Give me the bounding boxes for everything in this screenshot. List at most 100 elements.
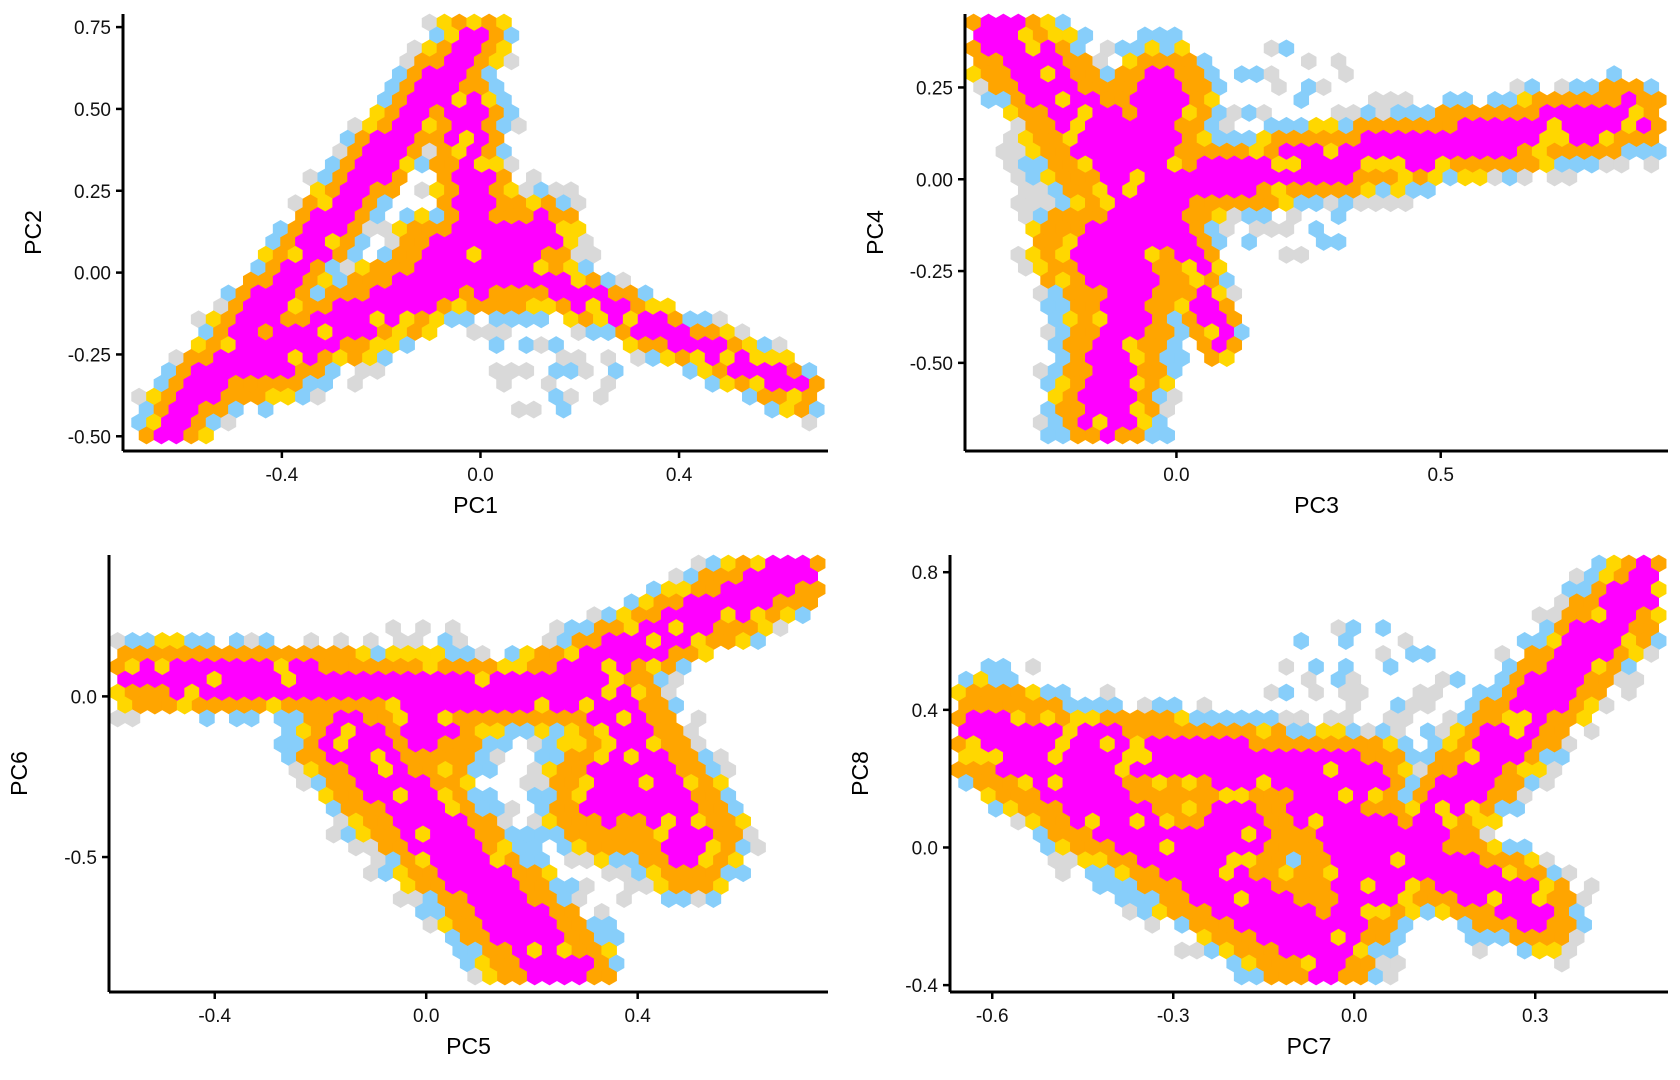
hexbin-high [1263, 812, 1280, 831]
hexbin-peak [1152, 78, 1168, 97]
hexbin-low [317, 168, 333, 187]
y-tick-label: 0.0 [912, 838, 938, 859]
hexbin-low [1569, 902, 1585, 921]
hexbin-peak [638, 619, 655, 638]
hexbin-low [675, 890, 692, 908]
hexbin-peak [1308, 142, 1324, 161]
hexbin-peak [333, 683, 349, 702]
hexbin-sparse [1010, 812, 1026, 831]
hexbin-high [347, 349, 363, 367]
hexbin-sparse [392, 632, 409, 650]
hexbin-sparse [474, 644, 491, 663]
hexbin-mid [1211, 258, 1228, 277]
hexbin-peak [1479, 722, 1496, 741]
y-tick-label: -0.25 [910, 262, 953, 283]
hexbin-high [556, 915, 573, 934]
hexbin-low [273, 735, 290, 754]
hexbin-peak [674, 323, 691, 342]
hexbin-high [1375, 799, 1391, 818]
hexbin-low [556, 632, 573, 650]
hexbin-mid [1308, 116, 1324, 135]
hexbin-peak [1315, 928, 1332, 947]
hexbin-peak [1137, 232, 1153, 251]
hexbin-high [363, 657, 379, 676]
hexbin-sparse [348, 838, 364, 857]
hexbin-mid [385, 696, 401, 715]
hexbin-peak [1367, 890, 1384, 908]
hexbin-high [489, 954, 506, 973]
hexbin-low [519, 851, 535, 870]
hexbin-mid [1204, 91, 1220, 109]
hexbin-low [728, 799, 744, 818]
hexbin-low [1360, 103, 1377, 122]
hexbin-peak [1420, 825, 1436, 844]
hexbin-peak [1241, 902, 1257, 921]
hexbin-peak [466, 168, 482, 187]
hexbin-peak [1219, 168, 1235, 187]
hexbin-peak [1099, 271, 1116, 290]
hexbin-high [1144, 323, 1161, 342]
hexbin-high [1144, 786, 1160, 805]
hexbin-mid [1390, 181, 1406, 200]
hexbin-high [1263, 941, 1280, 960]
hexbin-peak [1137, 799, 1153, 818]
hexbin-sparse [496, 323, 512, 342]
hexbin-peak [184, 657, 200, 676]
hexbin-peak [526, 967, 543, 986]
hexbin-high [772, 593, 789, 612]
hexbin-peak [1353, 915, 1369, 934]
hexbin-sparse [1576, 890, 1592, 908]
hexbin-mid [466, 13, 482, 32]
hexbin-high [399, 232, 415, 251]
hexbin-peak [399, 284, 415, 303]
hexbin-high [1003, 78, 1019, 97]
hexbin-peak [1107, 413, 1123, 432]
hexbin-peak [1472, 735, 1488, 754]
hexbin-peak [1472, 761, 1488, 779]
hexbin-peak [467, 890, 483, 908]
hexbin-mid [1516, 91, 1533, 109]
hexbin-peak [473, 258, 490, 277]
hexbin-high [1070, 65, 1086, 84]
hexbin-peak [1278, 941, 1295, 960]
hexbin-peak [1122, 310, 1138, 329]
hexbin-high [1137, 52, 1153, 71]
hexbin-high [482, 709, 498, 728]
hexbin-peak [1286, 902, 1302, 921]
hexbin-mid [713, 773, 729, 792]
hexbin-peak [683, 799, 699, 818]
hexbin-peak [452, 683, 468, 702]
hexbin-low [198, 323, 214, 342]
hexbin-peak [1248, 890, 1265, 908]
hexbin-peak [1427, 812, 1444, 831]
hexbin-low [1204, 220, 1220, 238]
hexbin-high [1345, 181, 1362, 200]
hexbin-high [1062, 361, 1079, 380]
hexbin-high [220, 387, 237, 406]
hexbin-peak [1211, 748, 1228, 767]
hexbin-peak [437, 864, 454, 883]
hexbin-high [1442, 116, 1459, 135]
hexbin-peak [1353, 864, 1369, 883]
hexbin-peak [1636, 580, 1652, 599]
hexbin-sparse [534, 773, 550, 792]
hexbin-high [147, 696, 163, 715]
hexbin-peak [392, 812, 409, 831]
hexbin-high [363, 709, 379, 728]
hexbin-high [1152, 52, 1168, 71]
hexbin-peak [1196, 851, 1213, 870]
hexbin-peak [1487, 761, 1503, 779]
hexbin-peak [1412, 812, 1429, 831]
hexbin-peak [1077, 799, 1093, 818]
hexbin-mid [570, 220, 587, 238]
hexbin-sparse [1263, 220, 1280, 238]
hexbin-mid [1241, 954, 1257, 973]
hexbin-sparse [1412, 761, 1429, 779]
hexbin-high [243, 374, 259, 393]
hexbin-high [436, 297, 453, 316]
hexbin-high [988, 696, 1004, 715]
hexbin-high [683, 748, 699, 767]
hexbin-high [1613, 78, 1630, 97]
hexbin-high [332, 168, 348, 187]
